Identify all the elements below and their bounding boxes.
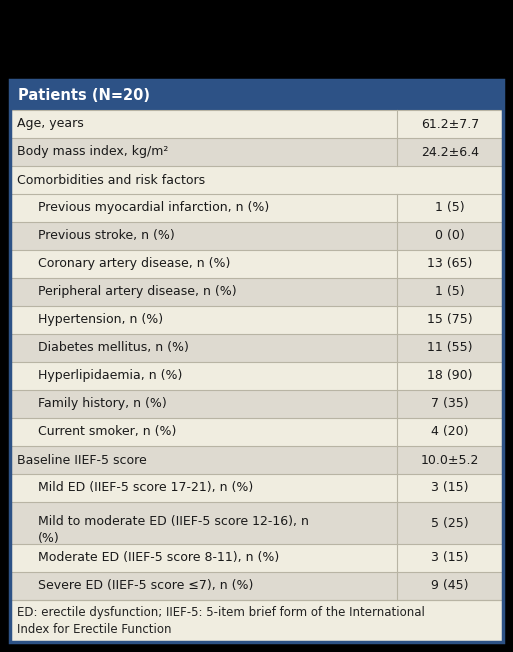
Bar	[10, 362, 503, 390]
Bar	[10, 600, 503, 642]
Bar	[10, 502, 503, 544]
Text: Hyperlipidaemia, n (%): Hyperlipidaemia, n (%)	[38, 370, 183, 383]
Text: Current smoker, n (%): Current smoker, n (%)	[38, 426, 176, 439]
Text: Hypertension, n (%): Hypertension, n (%)	[38, 314, 163, 327]
Text: 0 (0): 0 (0)	[435, 230, 465, 243]
Text: Previous myocardial infarction, n (%): Previous myocardial infarction, n (%)	[38, 201, 269, 215]
Text: 24.2±6.4: 24.2±6.4	[421, 145, 479, 158]
Bar	[10, 138, 503, 166]
Bar	[10, 80, 503, 110]
Text: Severe ED (IIEF-5 score ≤7), n (%): Severe ED (IIEF-5 score ≤7), n (%)	[38, 580, 253, 593]
Text: 3 (15): 3 (15)	[431, 481, 469, 494]
Text: Age, years: Age, years	[17, 117, 84, 130]
Bar	[10, 544, 503, 572]
Text: 9 (45): 9 (45)	[431, 580, 469, 593]
Text: Body mass index, kg/m²: Body mass index, kg/m²	[17, 145, 168, 158]
Text: 10.0±5.2: 10.0±5.2	[421, 454, 479, 466]
Text: 4 (20): 4 (20)	[431, 426, 469, 439]
Bar	[10, 334, 503, 362]
Text: 15 (75): 15 (75)	[427, 314, 473, 327]
Text: Previous stroke, n (%): Previous stroke, n (%)	[38, 230, 175, 243]
Bar	[10, 278, 503, 306]
Text: Baseline IIEF-5 score: Baseline IIEF-5 score	[17, 454, 147, 466]
Text: 7 (35): 7 (35)	[431, 398, 469, 411]
Text: 5 (25): 5 (25)	[431, 516, 469, 529]
Bar	[10, 250, 503, 278]
Text: 61.2±7.7: 61.2±7.7	[421, 117, 479, 130]
Text: Mild ED (IIEF-5 score 17-21), n (%): Mild ED (IIEF-5 score 17-21), n (%)	[38, 481, 253, 494]
Text: 3 (15): 3 (15)	[431, 552, 469, 565]
Text: Coronary artery disease, n (%): Coronary artery disease, n (%)	[38, 258, 230, 271]
Text: Comorbidities and risk factors: Comorbidities and risk factors	[17, 173, 205, 186]
Text: Patients (N=20): Patients (N=20)	[18, 87, 150, 102]
Text: Mild to moderate ED (IIEF-5 score 12-16), n
(%): Mild to moderate ED (IIEF-5 score 12-16)…	[38, 516, 309, 545]
Text: 11 (55): 11 (55)	[427, 342, 473, 355]
Text: 13 (65): 13 (65)	[427, 258, 472, 271]
Text: Peripheral artery disease, n (%): Peripheral artery disease, n (%)	[38, 286, 236, 299]
Bar	[10, 474, 503, 502]
Bar	[10, 194, 503, 222]
Bar	[10, 446, 503, 474]
Bar	[10, 390, 503, 418]
Text: Moderate ED (IIEF-5 score 8-11), n (%): Moderate ED (IIEF-5 score 8-11), n (%)	[38, 552, 279, 565]
Text: ED: erectile dysfunction; IIEF-5: 5-item brief form of the International
Index f: ED: erectile dysfunction; IIEF-5: 5-item…	[17, 606, 425, 636]
Text: Diabetes mellitus, n (%): Diabetes mellitus, n (%)	[38, 342, 189, 355]
Bar	[10, 306, 503, 334]
Bar	[10, 166, 503, 194]
Text: 1 (5): 1 (5)	[435, 201, 465, 215]
Bar	[10, 110, 503, 138]
Bar	[10, 572, 503, 600]
Text: 1 (5): 1 (5)	[435, 286, 465, 299]
Bar	[10, 222, 503, 250]
Text: Family history, n (%): Family history, n (%)	[38, 398, 167, 411]
Bar	[10, 418, 503, 446]
Bar	[10, 80, 503, 642]
Text: 18 (90): 18 (90)	[427, 370, 473, 383]
